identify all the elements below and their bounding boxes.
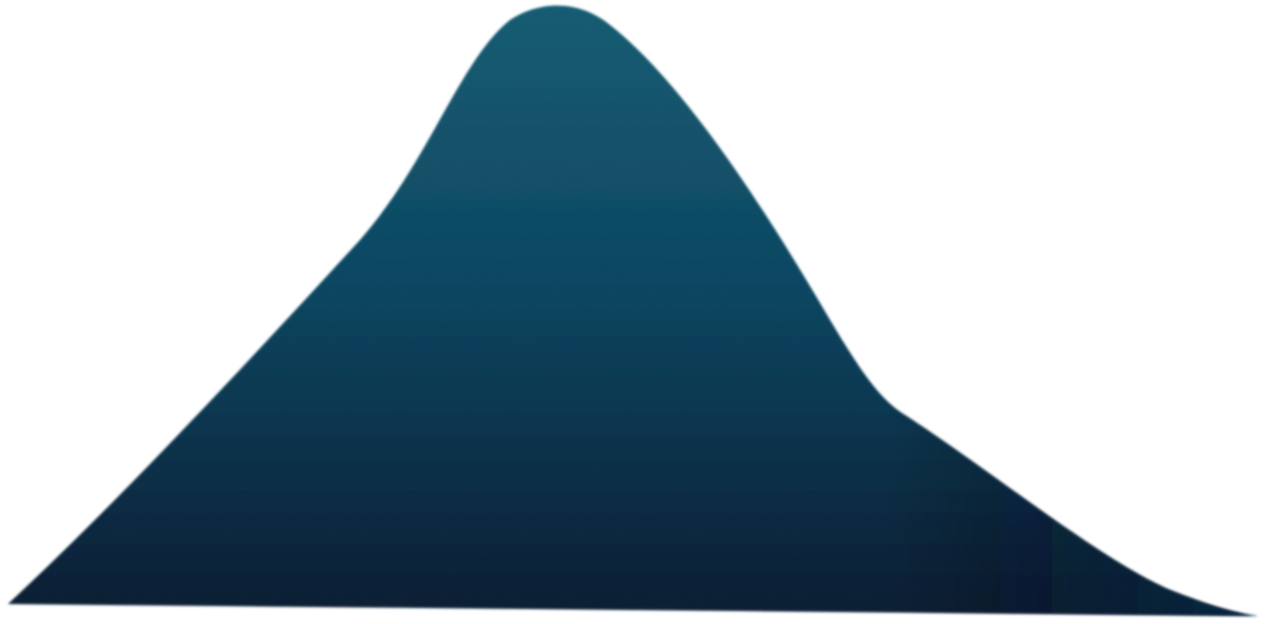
peak-texture <box>8 5 1258 616</box>
